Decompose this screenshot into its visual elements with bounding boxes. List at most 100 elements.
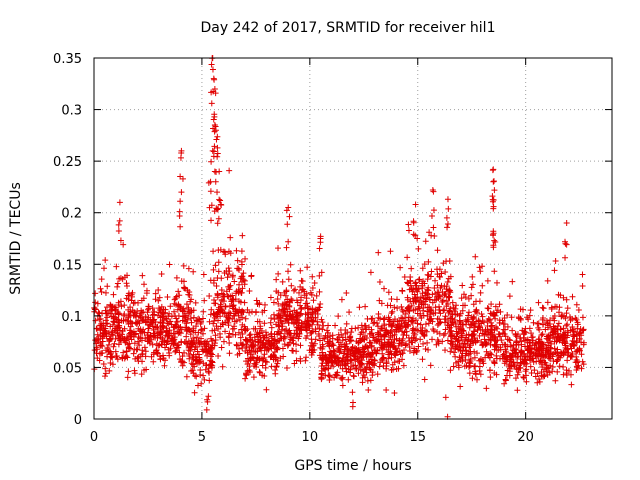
data-point xyxy=(466,370,473,377)
data-point xyxy=(362,366,369,373)
data-point xyxy=(412,317,419,324)
data-point xyxy=(160,355,167,362)
data-point xyxy=(230,312,237,319)
data-point xyxy=(479,342,486,349)
data-point xyxy=(539,316,546,323)
data-point xyxy=(436,316,443,323)
data-point xyxy=(488,301,495,308)
data-point xyxy=(239,307,246,314)
data-point xyxy=(507,341,514,348)
data-point xyxy=(285,329,292,336)
data-point xyxy=(208,61,215,68)
data-point xyxy=(129,289,136,296)
data-point xyxy=(242,375,249,382)
data-point xyxy=(534,320,541,327)
data-point xyxy=(545,342,552,349)
data-point xyxy=(92,337,99,344)
data-point xyxy=(470,313,477,320)
data-point xyxy=(196,316,203,323)
data-point xyxy=(489,167,496,174)
data-point xyxy=(296,289,303,296)
data-point xyxy=(395,327,402,334)
data-point xyxy=(443,303,450,310)
data-point xyxy=(440,332,447,339)
data-point xyxy=(563,241,570,248)
data-point xyxy=(447,340,454,347)
data-point xyxy=(311,340,318,347)
data-point xyxy=(426,304,433,311)
data-point xyxy=(166,261,173,268)
data-point xyxy=(100,320,107,327)
data-point xyxy=(189,367,196,374)
data-point xyxy=(179,362,186,369)
data-point xyxy=(160,306,167,313)
data-point xyxy=(573,301,580,308)
data-point xyxy=(188,319,195,326)
data-point xyxy=(388,350,395,357)
y-tick-label: 0 xyxy=(74,413,82,428)
data-point xyxy=(262,364,269,371)
data-point xyxy=(212,127,219,134)
data-point xyxy=(337,348,344,355)
data-point xyxy=(501,341,508,348)
data-point xyxy=(563,296,570,303)
data-point xyxy=(208,202,215,209)
data-point xyxy=(142,353,149,360)
data-point xyxy=(447,289,454,296)
data-point xyxy=(466,344,473,351)
data-point xyxy=(405,323,412,330)
data-point xyxy=(564,357,571,364)
data-point xyxy=(504,312,511,319)
data-point xyxy=(472,253,479,260)
data-point xyxy=(275,329,282,336)
data-point xyxy=(324,357,331,364)
data-point xyxy=(154,350,161,357)
data-point xyxy=(219,309,226,316)
data-point xyxy=(94,300,101,307)
data-point xyxy=(516,362,523,369)
data-point xyxy=(174,306,181,313)
data-point xyxy=(183,333,190,340)
data-point xyxy=(556,309,563,316)
data-point xyxy=(225,315,232,322)
data-point xyxy=(246,309,253,316)
data-point xyxy=(512,354,519,361)
data-point xyxy=(218,290,225,297)
data-point xyxy=(239,285,246,292)
data-point xyxy=(467,340,474,347)
data-point xyxy=(391,331,398,338)
data-point xyxy=(431,284,438,291)
data-point xyxy=(191,363,198,370)
data-point xyxy=(275,322,282,329)
data-point xyxy=(359,379,366,386)
data-point xyxy=(409,295,416,302)
data-point xyxy=(252,309,259,316)
data-point xyxy=(194,334,201,341)
data-point xyxy=(385,355,392,362)
data-point xyxy=(261,320,268,327)
data-point xyxy=(501,320,508,327)
data-point xyxy=(302,300,309,307)
data-point xyxy=(419,282,426,289)
data-point xyxy=(292,286,299,293)
data-point xyxy=(277,355,284,362)
data-point xyxy=(215,205,222,212)
data-point xyxy=(262,340,269,347)
data-point xyxy=(376,363,383,370)
data-point xyxy=(137,334,144,341)
data-point xyxy=(405,221,412,228)
data-point xyxy=(208,306,215,313)
data-point xyxy=(448,345,455,352)
data-point xyxy=(293,341,300,348)
data-point xyxy=(177,198,184,205)
data-point xyxy=(123,348,130,355)
data-point xyxy=(536,376,543,383)
data-point xyxy=(415,245,422,252)
data-point xyxy=(181,359,188,366)
data-point xyxy=(229,272,236,279)
data-point xyxy=(381,285,388,292)
data-point xyxy=(427,307,434,314)
data-point xyxy=(447,322,454,329)
data-point xyxy=(448,330,455,337)
data-point xyxy=(285,204,292,211)
